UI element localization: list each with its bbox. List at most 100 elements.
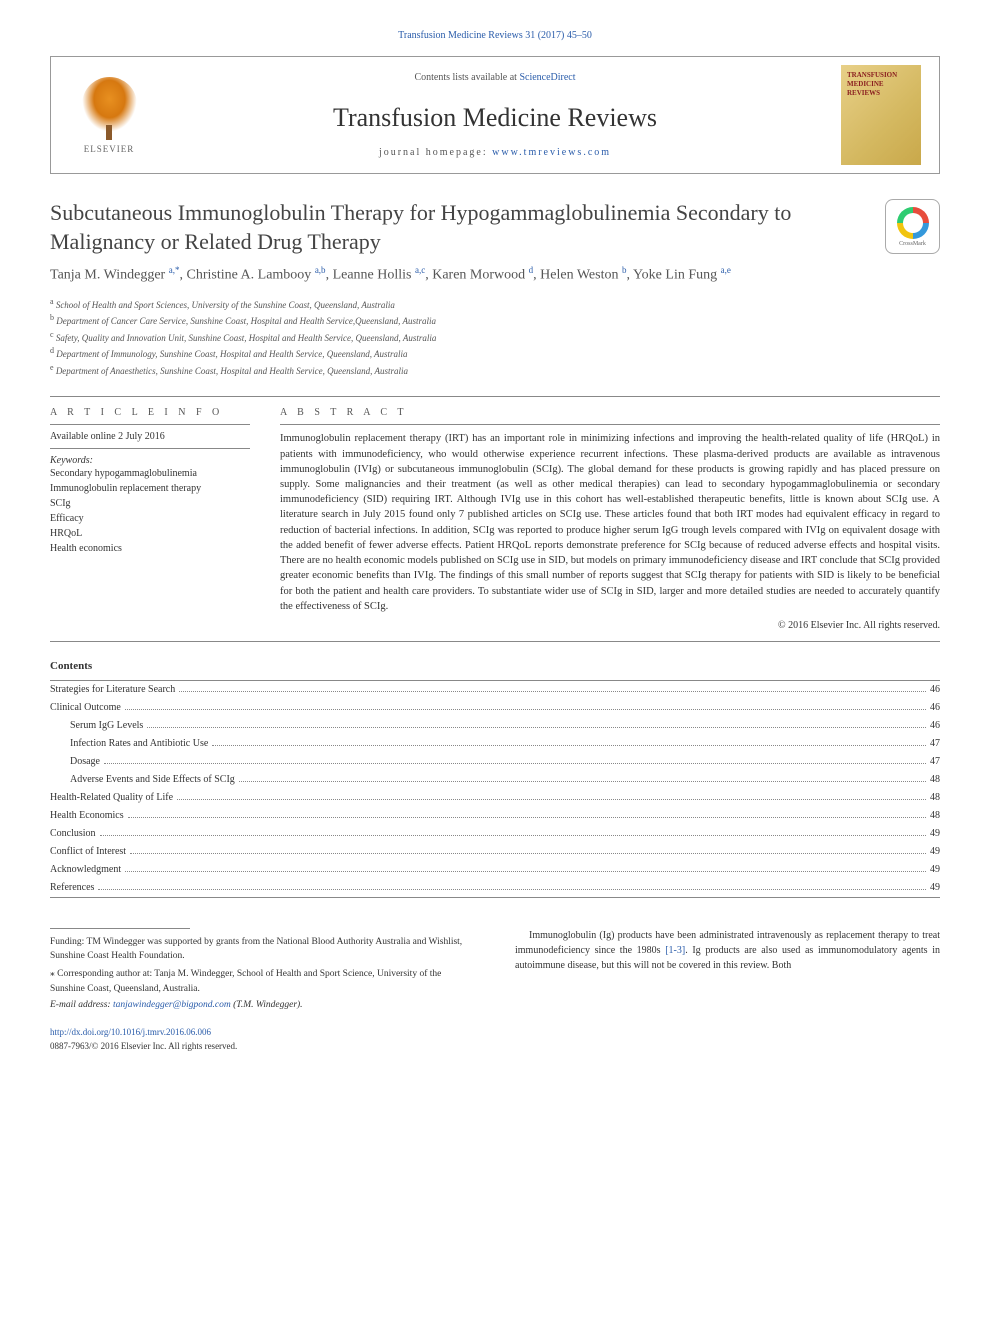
elsevier-logo: ELSEVIER [69, 70, 149, 160]
toc-row: Clinical Outcome 46 [50, 699, 940, 717]
crossmark-label: CrossMark [899, 241, 926, 247]
online-date: Available online 2 July 2016 [50, 431, 250, 442]
contents-rule-bottom [50, 897, 940, 898]
affiliation-item: c Safety, Quality and Innovation Unit, S… [50, 329, 940, 346]
abstract-text: Immunoglobulin replacement therapy (IRT)… [280, 431, 940, 614]
toc-label: Adverse Events and Side Effects of SCIg [50, 771, 235, 789]
toc-leader-dots [125, 871, 926, 872]
email-line: E-mail address: tanjawindegger@bigpond.c… [50, 998, 475, 1012]
toc-page: 49 [930, 879, 940, 897]
toc-page: 46 [930, 699, 940, 717]
toc-leader-dots [130, 853, 926, 854]
toc-page: 49 [930, 861, 940, 879]
toc-label: Serum IgG Levels [50, 717, 143, 735]
masthead-center: Contents lists available at ScienceDirec… [167, 57, 823, 173]
keyword-item: HRQoL [50, 526, 250, 541]
toc-page: 48 [930, 771, 940, 789]
funding-note: Funding: TM Windegger was supported by g… [50, 935, 475, 964]
toc-label: Strategies for Literature Search [50, 681, 175, 699]
toc-row: Adverse Events and Side Effects of SCIg 4… [50, 771, 940, 789]
corresponding-author-note: ⁎ Corresponding author at: Tanja M. Wind… [50, 967, 475, 996]
toc-row: Serum IgG Levels 46 [50, 717, 940, 735]
toc-label: Conclusion [50, 825, 96, 843]
body-ref-link[interactable]: [1-3] [665, 945, 685, 956]
mid-rule [50, 641, 940, 642]
toc-label: Conflict of Interest [50, 843, 126, 861]
toc-leader-dots [179, 691, 926, 692]
journal-cover-thumbnail: TRANSFUSION MEDICINE REVIEWS [841, 65, 921, 165]
toc-label: References [50, 879, 94, 897]
contents-available-line: Contents lists available at ScienceDirec… [177, 72, 813, 83]
toc-label: Health-Related Quality of Life [50, 789, 173, 807]
toc-row: Conclusion 49 [50, 825, 940, 843]
email-label: E-mail address: [50, 1000, 111, 1010]
toc-label: Dosage [50, 753, 100, 771]
affiliation-item: d Department of Immunology, Sunshine Coa… [50, 345, 940, 362]
toc-row: References 49 [50, 879, 940, 897]
info-rule-2 [50, 448, 250, 449]
table-of-contents: Strategies for Literature Search46Clinic… [50, 681, 940, 897]
toc-leader-dots [128, 817, 926, 818]
article-title: Subcutaneous Immunoglobulin Therapy for … [50, 199, 865, 256]
toc-page: 49 [930, 825, 940, 843]
journal-homepage-line: journal homepage: www.tmreviews.com [177, 147, 813, 158]
toc-leader-dots [125, 709, 926, 710]
abstract-rule [280, 424, 940, 425]
email-link[interactable]: tanjawindegger@bigpond.com [113, 1000, 231, 1010]
masthead: ELSEVIER Contents lists available at Sci… [50, 56, 940, 174]
email-suffix: (T.M. Windegger). [233, 1000, 302, 1010]
toc-label: Clinical Outcome [50, 699, 121, 717]
contents-prefix: Contents lists available at [414, 72, 519, 83]
issn-line: 0887-7963/© 2016 Elsevier Inc. All right… [50, 1041, 237, 1051]
top-rule [50, 396, 940, 397]
doi-link[interactable]: http://dx.doi.org/10.1016/j.tmrv.2016.06… [50, 1027, 211, 1037]
toc-leader-dots [104, 763, 926, 764]
keyword-item: Secondary hypogammaglobulinemia [50, 466, 250, 481]
authors-line: Tanja M. Windegger a,*, Christine A. Lam… [50, 264, 940, 286]
crossmark-icon [897, 207, 929, 239]
article-info-heading: A R T I C L E I N F O [50, 407, 250, 418]
sciencedirect-link[interactable]: ScienceDirect [519, 72, 575, 83]
toc-leader-dots [100, 835, 926, 836]
keyword-item: SCIg [50, 496, 250, 511]
affiliations-list: a School of Health and Sport Sciences, U… [50, 296, 940, 379]
toc-page: 46 [930, 681, 940, 699]
toc-leader-dots [177, 799, 926, 800]
journal-cover-box: TRANSFUSION MEDICINE REVIEWS [823, 57, 939, 173]
toc-label: Health Economics [50, 807, 124, 825]
footnote-rule [50, 928, 190, 929]
abstract-heading: A B S T R A C T [280, 407, 940, 418]
toc-row: Conflict of Interest 49 [50, 843, 940, 861]
affiliation-item: e Department of Anaesthetics, Sunshine C… [50, 362, 940, 379]
journal-homepage-link[interactable]: www.tmreviews.com [492, 147, 611, 158]
citation-line: Transfusion Medicine Reviews 31 (2017) 4… [50, 30, 940, 41]
toc-page: 47 [930, 735, 940, 753]
article-info-column: A R T I C L E I N F O Available online 2… [50, 407, 250, 631]
crossmark-badge[interactable]: CrossMark [885, 199, 940, 254]
keyword-item: Efficacy [50, 511, 250, 526]
footnotes-column: Funding: TM Windegger was supported by g… [50, 928, 475, 1053]
toc-label: Acknowledgment [50, 861, 121, 879]
affiliation-item: a School of Health and Sport Sciences, U… [50, 296, 940, 313]
toc-row: Infection Rates and Antibiotic Use 47 [50, 735, 940, 753]
toc-page: 46 [930, 717, 940, 735]
toc-label: Infection Rates and Antibiotic Use [50, 735, 208, 753]
contents-heading: Contents [50, 660, 940, 672]
elsevier-logo-text: ELSEVIER [84, 144, 135, 154]
toc-page: 49 [930, 843, 940, 861]
keywords-list: Secondary hypogammaglobulinemiaImmunoglo… [50, 466, 250, 556]
toc-row: Health-Related Quality of Life48 [50, 789, 940, 807]
journal-name: Transfusion Medicine Reviews [177, 103, 813, 133]
toc-leader-dots [147, 727, 926, 728]
abstract-copyright: © 2016 Elsevier Inc. All rights reserved… [280, 620, 940, 631]
toc-leader-dots [98, 889, 926, 890]
toc-leader-dots [239, 781, 926, 782]
abstract-column: A B S T R A C T Immunoglobulin replaceme… [280, 407, 940, 631]
toc-page: 48 [930, 807, 940, 825]
info-rule-1 [50, 424, 250, 425]
toc-row: Dosage 47 [50, 753, 940, 771]
elsevier-tree-icon [82, 77, 137, 132]
toc-leader-dots [212, 745, 926, 746]
toc-page: 47 [930, 753, 940, 771]
toc-row: Health Economics 48 [50, 807, 940, 825]
